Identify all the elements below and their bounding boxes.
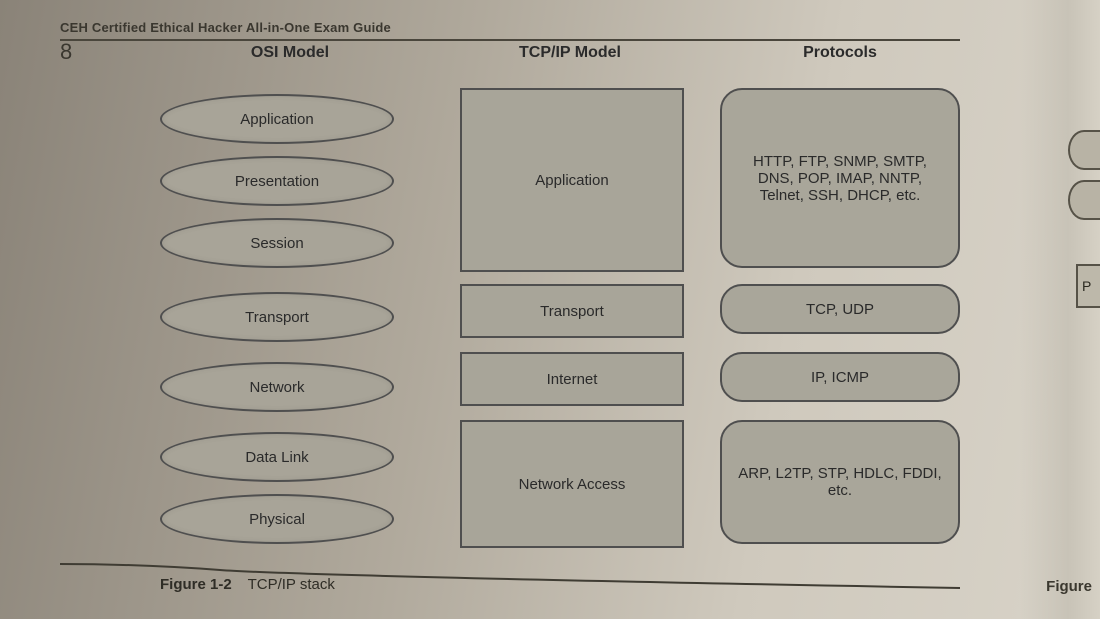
- tcpip-internet: Internet: [460, 352, 684, 406]
- protocols-transport: TCP, UDP: [720, 284, 960, 334]
- protocols-network-access: ARP, L2TP, STP, HDLC, FDDI, etc.: [720, 420, 960, 544]
- tcpip-label: Application: [535, 172, 608, 189]
- protocols-internet: IP, ICMP: [720, 352, 960, 402]
- osi-label: Session: [250, 235, 303, 252]
- next-page-box-letter: P: [1082, 278, 1091, 294]
- protocols-label: TCP, UDP: [806, 301, 874, 318]
- osi-session: Session: [160, 218, 394, 268]
- figure-caption: Figure 1-2 TCP/IP stack: [160, 576, 335, 593]
- osi-presentation: Presentation: [160, 156, 394, 206]
- osi-label: Presentation: [235, 173, 319, 190]
- tcpip-label: Transport: [540, 303, 604, 320]
- tcpip-application: Application: [460, 88, 684, 272]
- protocols-label: ARP, L2TP, STP, HDLC, FDDI, etc.: [734, 465, 946, 499]
- tcpip-label: Network Access: [519, 476, 626, 493]
- osi-transport: Transport: [160, 292, 394, 342]
- running-head: CEH Certified Ethical Hacker All-in-One …: [60, 20, 960, 35]
- figure-title: TCP/IP stack: [248, 576, 335, 593]
- next-page-box: P: [1076, 264, 1100, 308]
- page-gutter: [1020, 0, 1100, 619]
- osi-label: Transport: [245, 309, 309, 326]
- osi-application: Application: [160, 94, 394, 144]
- osi-label: Physical: [249, 511, 305, 528]
- protocols-application: HTTP, FTP, SNMP, SMTP, DNS, POP, IMAP, N…: [720, 88, 960, 268]
- protocols-label: IP, ICMP: [811, 369, 869, 386]
- col-header-tcpip: TCP/IP Model: [460, 44, 680, 62]
- col-header-osi: OSI Model: [160, 44, 420, 62]
- page: CEH Certified Ethical Hacker All-in-One …: [60, 20, 960, 65]
- osi-label: Application: [240, 111, 313, 128]
- tcpip-network-access: Network Access: [460, 420, 684, 548]
- next-page-ellipse: [1068, 130, 1100, 170]
- next-page-ellipse: [1068, 180, 1100, 220]
- osi-label: Data Link: [245, 449, 308, 466]
- tcpip-transport: Transport: [460, 284, 684, 338]
- osi-datalink: Data Link: [160, 432, 394, 482]
- osi-network: Network: [160, 362, 394, 412]
- figure-number: Figure 1-2: [160, 576, 232, 593]
- osi-physical: Physical: [160, 494, 394, 544]
- osi-label: Network: [249, 379, 304, 396]
- tcpip-label: Internet: [547, 371, 598, 388]
- col-header-protocols: Protocols: [720, 44, 960, 62]
- protocols-label: HTTP, FTP, SNMP, SMTP, DNS, POP, IMAP, N…: [734, 153, 946, 204]
- next-page-caption: Figure: [1046, 578, 1092, 595]
